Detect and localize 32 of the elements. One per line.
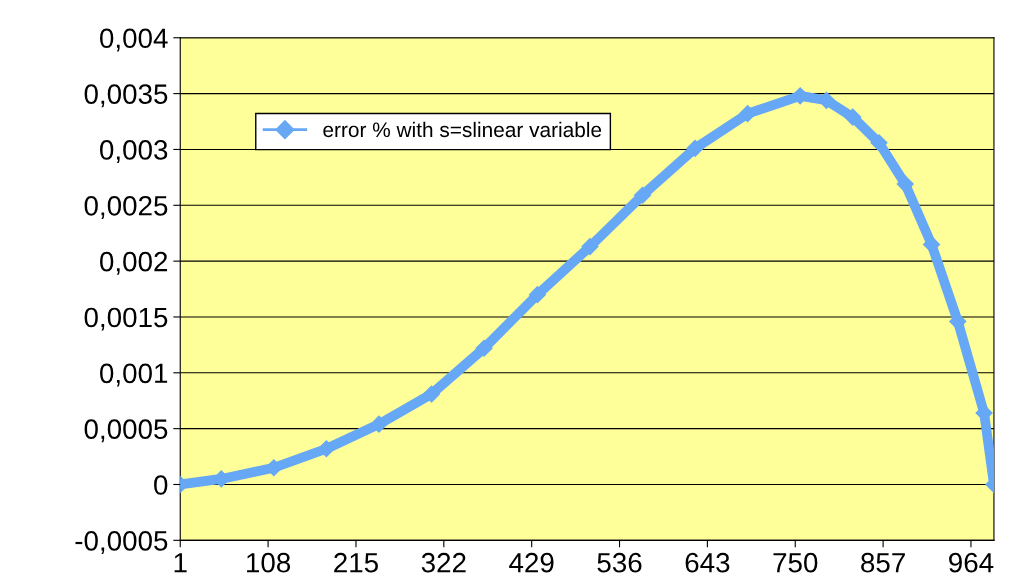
y-tick-label: 0,002 bbox=[100, 251, 168, 275]
x-tick-label: 964 bbox=[949, 552, 994, 573]
x-tick-label: 215 bbox=[334, 552, 378, 573]
x-tick-label: 1 bbox=[174, 553, 187, 573]
x-tick-label: 322 bbox=[421, 552, 466, 573]
legend-label: error % with s=slinear variable bbox=[323, 121, 602, 138]
y-tick-label: 0,003 bbox=[100, 140, 168, 164]
y-tick-label: 0,0015 bbox=[84, 307, 168, 331]
y-tick-label: -0,0005 bbox=[75, 531, 168, 554]
point bbox=[844, 108, 862, 126]
y-tick-label: 0 bbox=[154, 475, 168, 495]
x-tick-label: 857 bbox=[861, 552, 905, 573]
y-tick-label: 0,0005 bbox=[84, 419, 168, 443]
y-tick-label: 0,001 bbox=[100, 363, 168, 387]
x-tick-label: 108 bbox=[247, 552, 291, 573]
point bbox=[422, 385, 441, 403]
x-tick-label: 536 bbox=[597, 552, 642, 573]
point bbox=[896, 175, 914, 193]
point bbox=[686, 139, 704, 157]
x-tick-label: 429 bbox=[509, 552, 554, 573]
y-tick-label: 0,004 bbox=[100, 28, 168, 52]
x-tick-label: 643 bbox=[685, 552, 730, 573]
point bbox=[633, 186, 652, 204]
y-tick-label: 0,0035 bbox=[84, 84, 168, 108]
x-tick-label: 750 bbox=[773, 552, 818, 573]
point bbox=[528, 286, 546, 304]
y-tick-label: 0,0025 bbox=[84, 195, 168, 219]
point bbox=[581, 238, 599, 256]
point bbox=[370, 415, 388, 433]
point bbox=[922, 235, 941, 253]
point bbox=[870, 134, 888, 152]
point bbox=[475, 339, 493, 357]
